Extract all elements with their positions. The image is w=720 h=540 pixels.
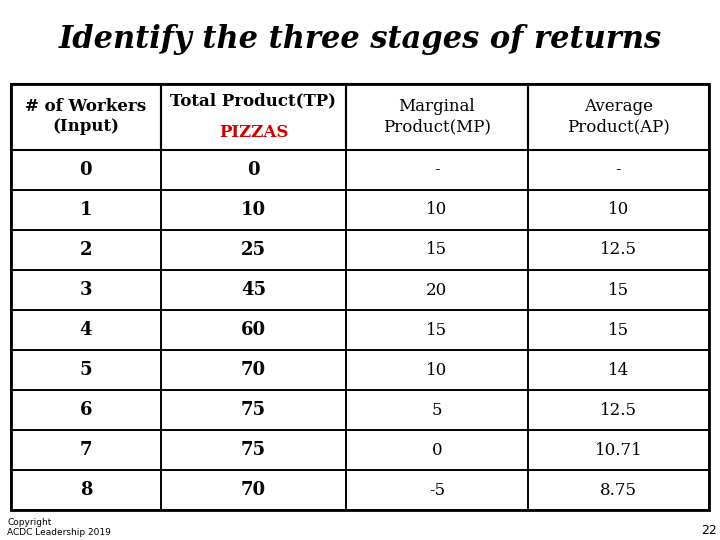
Text: 25: 25 [241, 241, 266, 259]
Bar [528, 230, 709, 270]
Bar [11, 350, 161, 390]
Bar [346, 270, 528, 310]
Bar [528, 430, 709, 470]
Text: 3: 3 [80, 281, 92, 299]
Text: 1: 1 [80, 201, 92, 219]
Text: 20: 20 [426, 281, 447, 299]
Bar [11, 190, 161, 230]
Text: 15: 15 [608, 281, 629, 299]
Text: 70: 70 [241, 481, 266, 500]
Bar [528, 470, 709, 510]
Text: 0: 0 [247, 161, 260, 179]
Text: 0: 0 [431, 442, 442, 458]
Text: 6: 6 [80, 401, 92, 419]
Text: 4: 4 [80, 321, 92, 339]
Text: 5: 5 [431, 402, 442, 418]
Text: 12.5: 12.5 [600, 241, 637, 259]
Bar [528, 270, 709, 310]
Text: 15: 15 [608, 321, 629, 339]
Bar [161, 350, 346, 390]
Text: -5: -5 [429, 482, 445, 499]
Bar [11, 270, 161, 310]
Bar [161, 470, 346, 510]
Text: 10: 10 [608, 201, 629, 218]
Bar [11, 230, 161, 270]
Bar [161, 270, 346, 310]
Bar [11, 150, 161, 190]
Text: 8.75: 8.75 [600, 482, 637, 499]
Bar [528, 84, 709, 150]
Bar [161, 84, 346, 150]
Bar [346, 310, 528, 350]
Text: 15: 15 [426, 321, 447, 339]
Text: 70: 70 [241, 361, 266, 379]
Text: 12.5: 12.5 [600, 402, 637, 418]
Bar [528, 350, 709, 390]
Text: 10: 10 [426, 201, 447, 218]
Text: -: - [616, 161, 621, 178]
Bar [346, 84, 528, 150]
Text: 22: 22 [701, 524, 716, 537]
Bar [528, 310, 709, 350]
Text: 75: 75 [241, 401, 266, 419]
Bar [346, 390, 528, 430]
Bar [11, 390, 161, 430]
Text: -: - [434, 161, 440, 178]
Text: # of Workers
(Input): # of Workers (Input) [25, 98, 146, 135]
Text: 8: 8 [80, 481, 92, 500]
Text: Copyright
ACDC Leadership 2019: Copyright ACDC Leadership 2019 [7, 518, 111, 537]
Bar [528, 190, 709, 230]
Text: 2: 2 [80, 241, 92, 259]
Bar [161, 310, 346, 350]
Text: 15: 15 [426, 241, 447, 259]
Text: 7: 7 [80, 441, 92, 459]
Bar [11, 470, 161, 510]
Bar [346, 470, 528, 510]
Bar [346, 350, 528, 390]
Bar [161, 230, 346, 270]
Text: 60: 60 [241, 321, 266, 339]
Text: Marginal
Product(MP): Marginal Product(MP) [383, 98, 491, 135]
Text: Average
Product(AP): Average Product(AP) [567, 98, 670, 135]
Bar [346, 190, 528, 230]
Bar [161, 430, 346, 470]
Bar [161, 190, 346, 230]
Bar [346, 430, 528, 470]
Text: 10: 10 [241, 201, 266, 219]
Text: 45: 45 [241, 281, 266, 299]
Text: 14: 14 [608, 362, 629, 379]
Bar [346, 150, 528, 190]
Bar [11, 84, 161, 150]
Text: PIZZAS: PIZZAS [219, 124, 288, 141]
Text: 0: 0 [80, 161, 92, 179]
Bar [346, 230, 528, 270]
Text: 5: 5 [80, 361, 92, 379]
Text: Identify the three stages of returns: Identify the three stages of returns [58, 24, 662, 55]
Text: Total Product(TP): Total Product(TP) [171, 92, 336, 109]
Text: 75: 75 [241, 441, 266, 459]
Bar [11, 430, 161, 470]
Bar [528, 150, 709, 190]
Text: 10.71: 10.71 [595, 442, 642, 458]
Bar [528, 390, 709, 430]
Bar [161, 150, 346, 190]
Bar [11, 310, 161, 350]
Bar [11, 84, 709, 510]
Bar [161, 390, 346, 430]
Text: 10: 10 [426, 362, 447, 379]
